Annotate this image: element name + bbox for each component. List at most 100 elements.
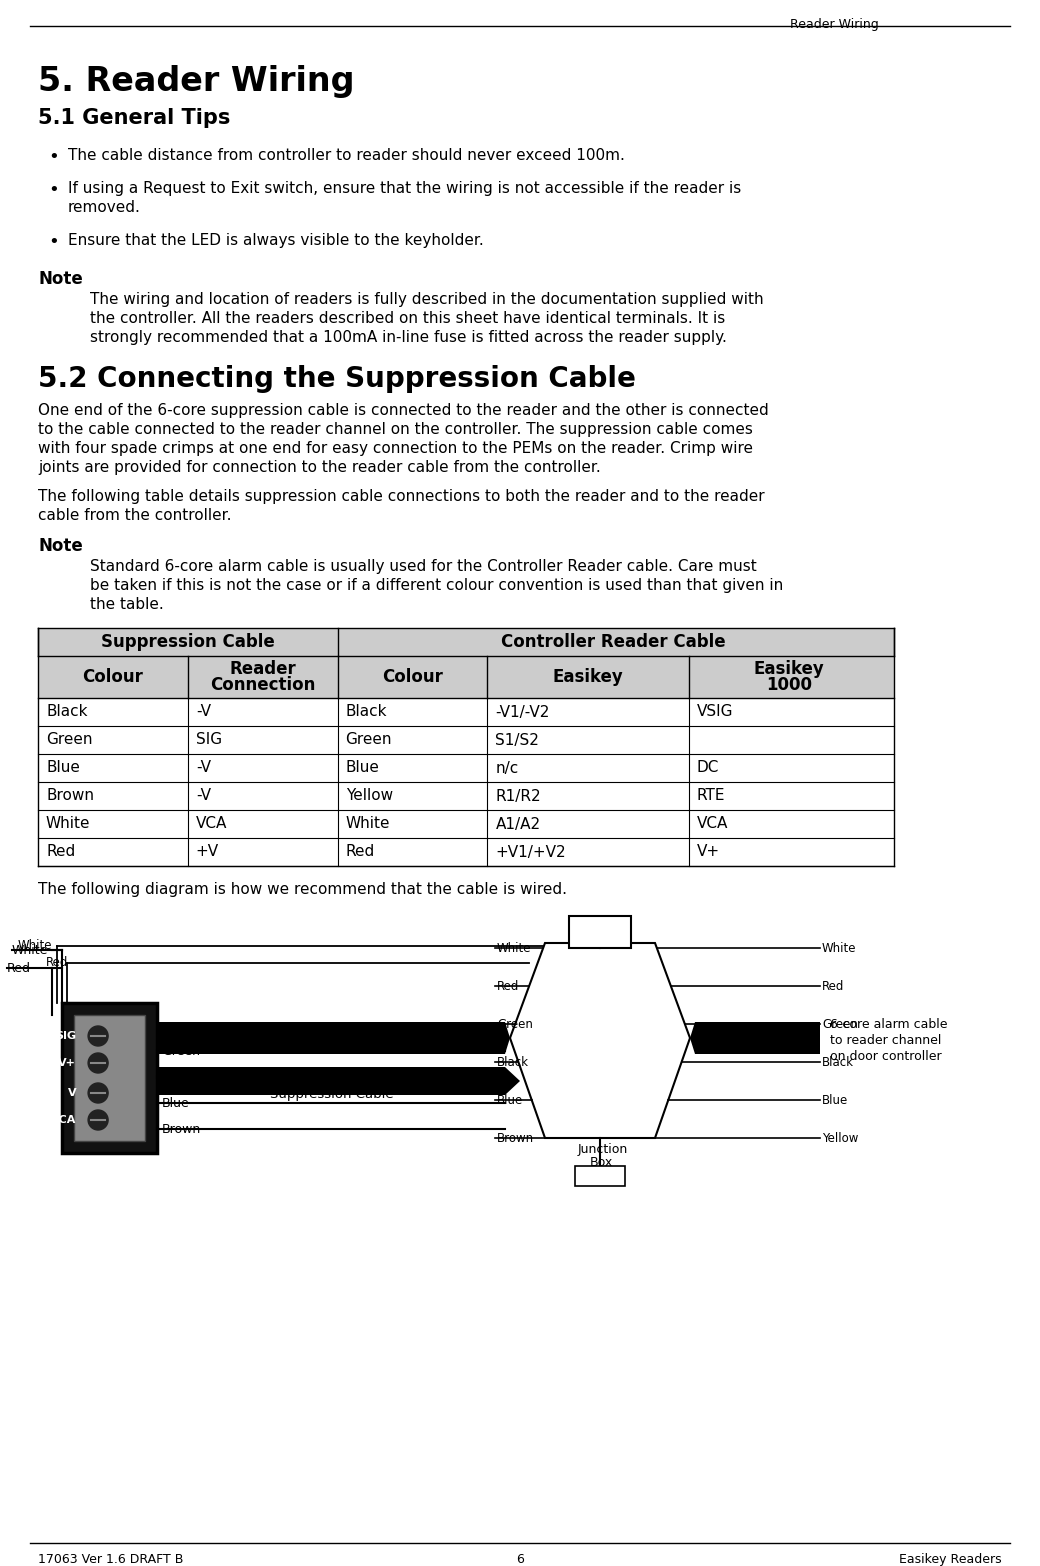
Text: White: White [497,943,531,955]
Text: Note: Note [38,269,83,288]
Text: Easikey Readers: Easikey Readers [900,1553,1002,1566]
Text: Connection: Connection [210,677,315,694]
Text: 5. Reader Wiring: 5. Reader Wiring [38,66,355,99]
Text: Controller Reader Cable: Controller Reader Cable [501,633,726,651]
Text: •: • [48,149,58,166]
Text: Green: Green [345,733,392,747]
Text: joints are provided for connection to the reader cable from the controller.: joints are provided for connection to th… [38,460,601,474]
Text: Blue: Blue [345,761,380,775]
Text: Colour: Colour [82,669,144,686]
Text: Brown: Brown [162,1123,202,1135]
Text: on door controller: on door controller [830,1049,941,1063]
Text: Suppression Cable: Suppression Cable [270,1088,393,1101]
Bar [62,1002,157,1153]
Text: Junction: Junction [578,1143,628,1156]
Text: S1/S2: S1/S2 [495,733,540,747]
Text: Black: Black [497,1055,529,1070]
Text: Easikey: Easikey [754,659,825,678]
Text: Blue: Blue [822,1095,849,1107]
Text: Yellow: Yellow [822,1132,858,1145]
Text: 5.2 Connecting the Suppression Cable: 5.2 Connecting the Suppression Cable [38,365,635,393]
Bar [74,1015,145,1142]
Text: SIG: SIG [55,1030,76,1041]
Bar [569,916,631,947]
Text: Blue: Blue [162,1098,189,1110]
Bar [38,628,894,656]
Text: White: White [46,816,90,832]
Text: Green: Green [162,1045,200,1059]
Text: The cable distance from controller to reader should never exceed 100m.: The cable distance from controller to re… [68,149,625,163]
Text: strongly recommended that a 100mA in-line fuse is fitted across the reader suppl: strongly recommended that a 100mA in-lin… [90,330,727,345]
Text: +V: +V [196,844,219,860]
Text: VCA: VCA [697,816,728,832]
Polygon shape [157,1023,510,1054]
Text: 5.1 General Tips: 5.1 General Tips [38,108,231,128]
Text: 6-core alarm cable: 6-core alarm cable [830,1018,947,1030]
Text: -V: -V [196,705,211,719]
Text: White: White [12,944,49,957]
Text: Door: Door [577,924,605,936]
Text: R1/R2: R1/R2 [495,789,541,803]
Text: Note: Note [38,537,83,554]
Text: Ensure that the LED is always visible to the keyholder.: Ensure that the LED is always visible to… [68,233,484,247]
Text: Black: Black [345,705,387,719]
Text: Green: Green [822,1018,858,1030]
Text: the controller. All the readers described on this sheet have identical terminals: the controller. All the readers describe… [90,312,725,326]
Text: VSIG: VSIG [697,705,733,719]
Text: •: • [48,233,58,251]
Text: One end of the 6-core suppression cable is connected to the reader and the other: One end of the 6-core suppression cable … [38,402,769,418]
Circle shape [88,1110,108,1131]
Text: •: • [48,182,58,199]
Text: Red: Red [345,844,374,860]
Text: to the cable connected to the reader channel on the controller. The suppression : to the cable connected to the reader cha… [38,421,753,437]
Circle shape [88,1052,108,1073]
Text: VCA: VCA [196,816,227,832]
Text: DC: DC [697,761,719,775]
Text: -V: -V [196,789,211,803]
Text: Reader Wiring: Reader Wiring [790,17,879,31]
Text: to reader channel: to reader channel [830,1034,941,1048]
Bar [38,656,894,698]
Text: V+: V+ [58,1059,76,1068]
Text: Black: Black [822,1055,854,1070]
Text: RTE: RTE [589,1170,612,1182]
Text: Easikey: Easikey [552,669,623,686]
Text: V: V [68,1088,76,1098]
Text: Red: Red [497,980,519,993]
Text: Red: Red [46,844,75,860]
Text: Reader: Reader [230,659,296,678]
Text: Suppression Cable: Suppression Cable [101,633,275,651]
Text: Black: Black [162,1071,197,1084]
Text: White: White [822,943,857,955]
Text: Black: Black [46,705,87,719]
Text: Box: Box [590,1156,614,1168]
Text: SIG: SIG [196,733,222,747]
Text: Blue: Blue [46,761,80,775]
Circle shape [88,1084,108,1102]
Text: Red: Red [822,980,844,993]
Text: A1/A2: A1/A2 [495,816,541,832]
Circle shape [88,1026,108,1046]
Text: Standard 6-core alarm cable is usually used for the Controller Reader cable. Car: Standard 6-core alarm cable is usually u… [90,559,757,575]
Bar [575,1167,625,1185]
Polygon shape [157,1066,520,1095]
Text: -V1/-V2: -V1/-V2 [495,705,550,719]
Text: n/c: n/c [495,761,519,775]
Text: The following diagram is how we recommend that the cable is wired.: The following diagram is how we recommen… [38,882,567,897]
Text: Red: Red [46,955,68,969]
Text: Green: Green [497,1018,532,1030]
Text: White: White [345,816,390,832]
Text: +V1/+V2: +V1/+V2 [495,844,566,860]
Text: -V: -V [196,761,211,775]
Text: Red: Red [7,962,31,976]
Polygon shape [690,1023,820,1054]
Text: VCA: VCA [51,1115,76,1124]
Text: Brown: Brown [46,789,94,803]
Text: cable from the controller.: cable from the controller. [38,507,232,523]
Text: 1000: 1000 [766,677,812,694]
Text: Green: Green [46,733,93,747]
Text: the table.: the table. [90,597,163,612]
Text: If using a Request to Exit switch, ensure that the wiring is not accessible if t: If using a Request to Exit switch, ensur… [68,182,742,196]
Text: Blue: Blue [497,1095,523,1107]
Text: with four spade crimps at one end for easy connection to the PEMs on the reader.: with four spade crimps at one end for ea… [38,442,753,456]
